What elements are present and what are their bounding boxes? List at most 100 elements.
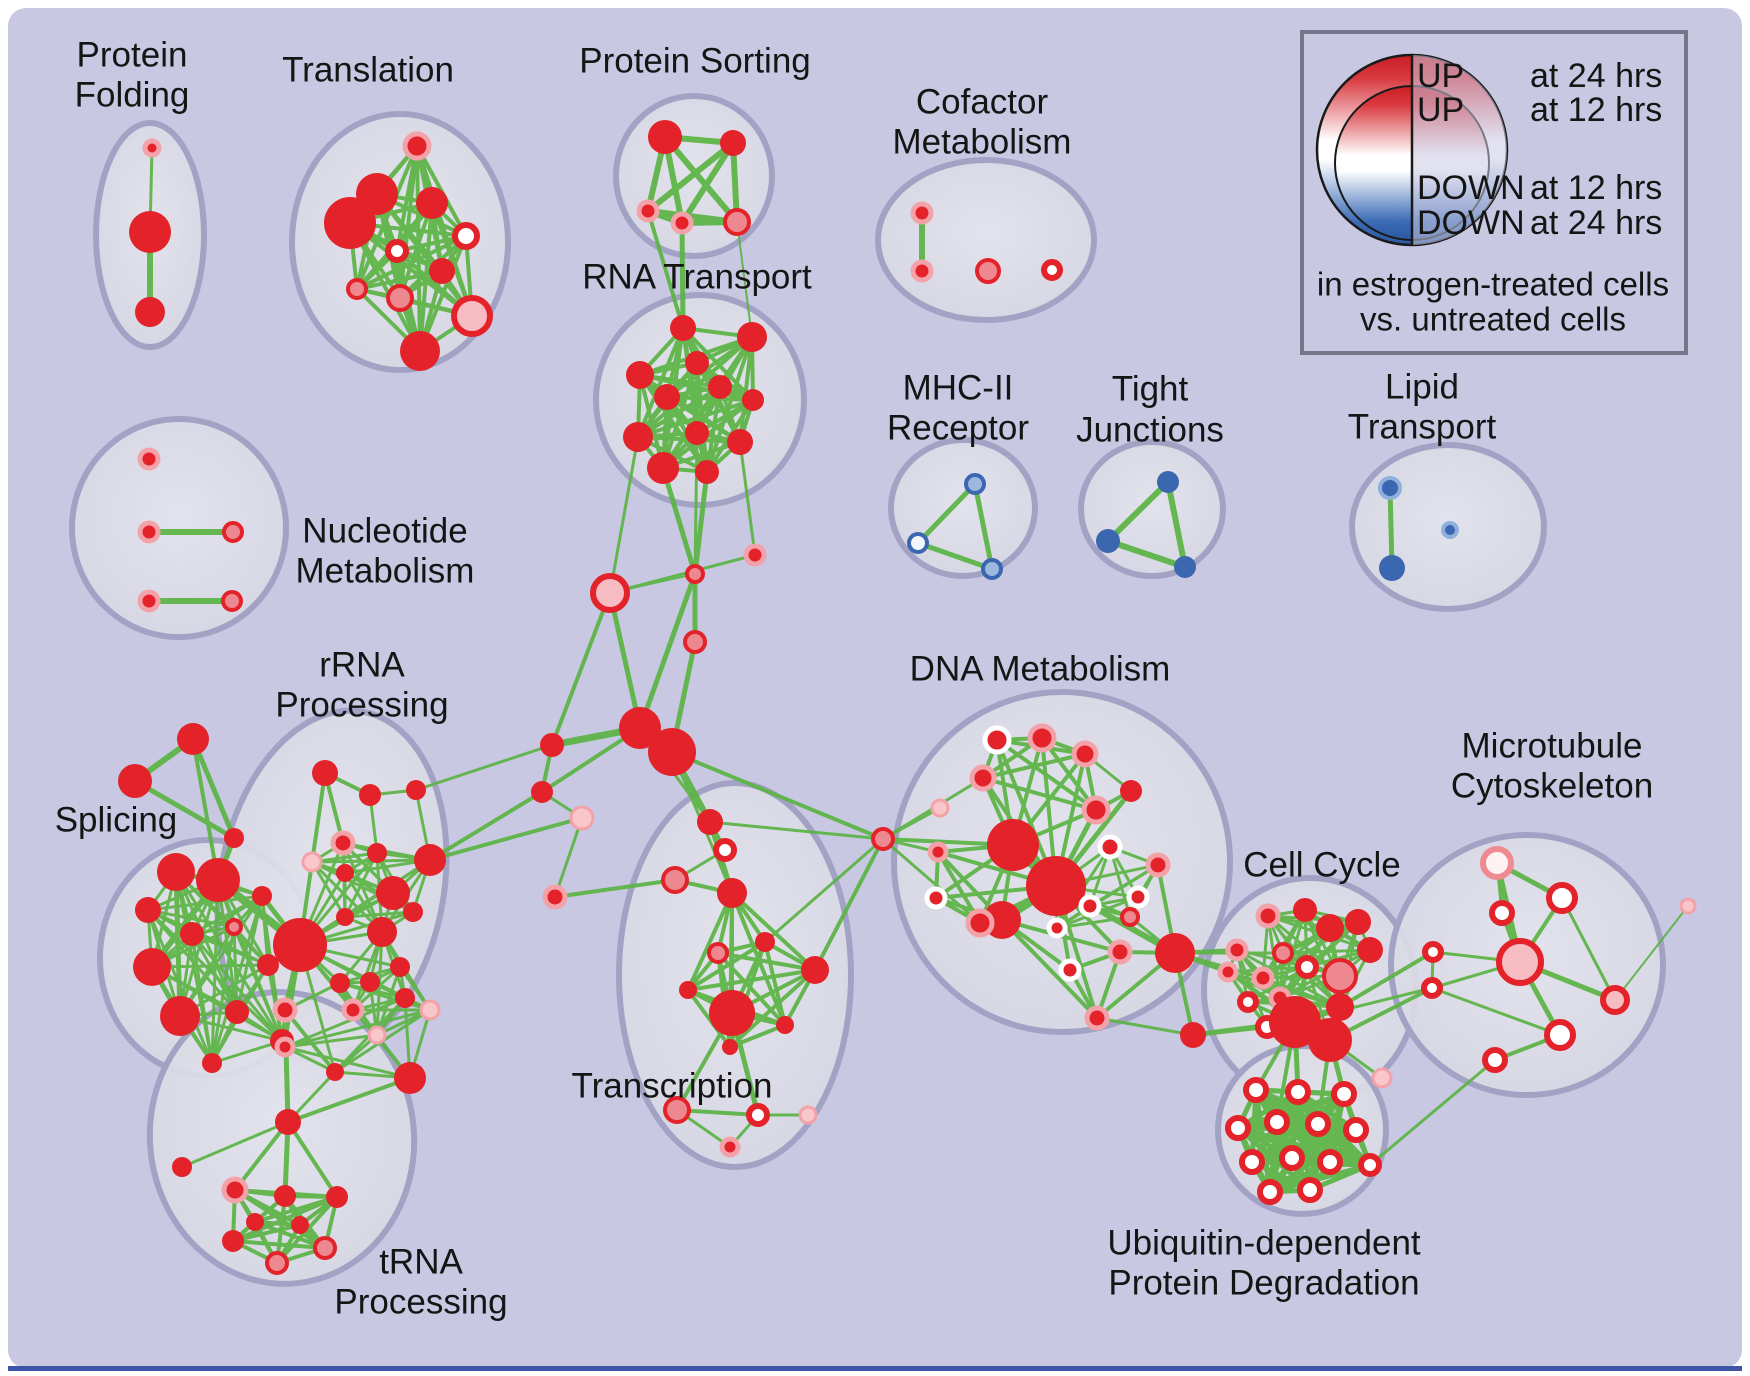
- gene-node-rrh: [273, 918, 327, 972]
- gene-nodes: [118, 120, 1697, 1275]
- gene-node-tn10: [246, 1213, 264, 1231]
- gene-node-r2: [626, 361, 654, 389]
- cluster-label-tight-junctions: Tight: [1112, 369, 1189, 408]
- interaction-edge: [1614, 905, 1689, 1001]
- interaction-edge: [343, 910, 415, 919]
- gene-node-rr6: [367, 843, 387, 863]
- interaction-edge: [730, 891, 817, 972]
- interaction-edge: [1165, 479, 1188, 570]
- gene-node-m2: [1489, 900, 1515, 926]
- gene-node-rr11: [403, 902, 423, 922]
- gene-node-tj2: [1174, 556, 1196, 578]
- gene-node-rr15: [341, 998, 365, 1022]
- interaction-edge: [253, 1220, 327, 1250]
- gene-node-d19: [1107, 939, 1133, 965]
- interaction-edge: [972, 481, 995, 572]
- gene-node-d18: [1126, 885, 1150, 909]
- interaction-edge: [553, 816, 584, 899]
- gene-node-ec: [871, 827, 895, 851]
- legend-box: [1300, 30, 1688, 355]
- gene-node-u11: [1297, 1177, 1323, 1203]
- interaction-edge: [150, 963, 270, 969]
- gene-node-u10: [1257, 1179, 1283, 1205]
- cluster-label-microtubule-cytoskeleton: Cytoskeleton: [1451, 766, 1653, 805]
- legend-direction-2: DOWN: [1417, 169, 1525, 207]
- gene-node-rr8: [376, 876, 410, 910]
- cluster-ellipse-cofactor-metabolism: [875, 157, 1097, 323]
- interaction-edge: [1430, 986, 1562, 1037]
- interaction-edge: [190, 736, 237, 841]
- legend-footer-line-0: in estrogen-treated cells: [1317, 266, 1669, 303]
- cluster-label-cell-cycle: Cell Cycle: [1243, 845, 1401, 884]
- interaction-edge: [1368, 1058, 1497, 1167]
- gene-node-r8: [685, 421, 709, 445]
- interaction-edge: [1088, 863, 1160, 908]
- gene-node-rr4: [301, 851, 323, 873]
- gene-node-d13: [1046, 917, 1068, 939]
- gene-node-s11: [225, 1000, 249, 1024]
- interaction-edge: [260, 894, 270, 967]
- gene-node-tr2: [661, 866, 689, 894]
- cluster-ellipse-nucleotide-metabolism: [69, 416, 289, 640]
- cluster-label-lipid-transport: Lipid: [1385, 367, 1459, 406]
- interaction-edge: [1266, 914, 1360, 924]
- gene-node-u6: [1343, 1117, 1369, 1143]
- interaction-edge: [1281, 948, 1372, 955]
- gene-node-tr14: [798, 1105, 818, 1125]
- interaction-edge: [637, 571, 698, 731]
- interaction-edge: [283, 1045, 412, 1080]
- gene-node-cc1: [1293, 898, 1317, 922]
- gene-node-pf2: [135, 297, 165, 327]
- gene-node-pf0: [142, 138, 162, 158]
- gene-node-tr5: [755, 932, 775, 952]
- interaction-edge: [736, 221, 753, 338]
- gene-node-rr7: [414, 844, 446, 876]
- gene-node-cc15: [1225, 938, 1249, 962]
- gene-node-tr15: [719, 1136, 741, 1158]
- gene-node-ch1: [743, 543, 767, 567]
- gene-node-s5: [135, 897, 161, 923]
- gene-node-tj1: [1096, 529, 1120, 553]
- gene-node-tr8: [801, 956, 829, 984]
- gene-node-s3: [157, 853, 195, 891]
- interaction-edge: [210, 1039, 284, 1065]
- gene-node-rr13: [360, 972, 380, 992]
- cluster-label-translation: Translation: [282, 50, 454, 89]
- legend-direction-1: UP: [1417, 91, 1464, 129]
- cluster-label-ubiquitin-dependent-protein-degradation: Ubiquitin-dependent: [1107, 1223, 1421, 1262]
- gene-node-d12: [965, 908, 995, 938]
- gene-node-u5: [1305, 1111, 1331, 1137]
- gene-node-tn2: [172, 1157, 192, 1177]
- gene-node-w0: [540, 733, 564, 757]
- legend-footer-line-1: vs. untreated cells: [1360, 301, 1626, 338]
- interaction-edge: [686, 968, 817, 992]
- gene-node-m1: [1546, 882, 1578, 914]
- gene-node-s1: [118, 764, 152, 798]
- gene-node-s7: [180, 922, 204, 946]
- gene-node-tn3: [221, 1176, 249, 1204]
- interaction-edge: [146, 894, 264, 912]
- interaction-edge: [191, 737, 220, 882]
- interaction-edge: [1105, 538, 1188, 570]
- gene-node-d22: [1180, 1022, 1206, 1048]
- gene-node-d21: [1084, 1005, 1110, 1031]
- interaction-edge: [728, 1023, 787, 1049]
- interaction-edge: [310, 860, 384, 934]
- legend-direction-3: DOWN: [1417, 204, 1525, 242]
- cluster-label-cofactor-metabolism: Cofactor: [916, 82, 1049, 121]
- interaction-edge: [686, 988, 732, 1049]
- cluster-label-transcription: Transcription: [572, 1066, 773, 1105]
- gene-node-rr16: [395, 988, 415, 1008]
- interaction-edge: [414, 743, 554, 792]
- gene-node-s4: [196, 858, 240, 902]
- gene-node-tr13: [746, 1103, 770, 1127]
- gene-node-d3: [1120, 780, 1142, 802]
- gene-node-r6: [742, 389, 764, 411]
- gene-node-cc7: [1251, 966, 1275, 990]
- gene-node-u1: [1285, 1079, 1311, 1105]
- interaction-edge: [607, 590, 643, 731]
- legend-time-3: at 24 hrs: [1530, 204, 1662, 242]
- gene-node-t9: [451, 295, 493, 337]
- interaction-edge: [553, 878, 677, 899]
